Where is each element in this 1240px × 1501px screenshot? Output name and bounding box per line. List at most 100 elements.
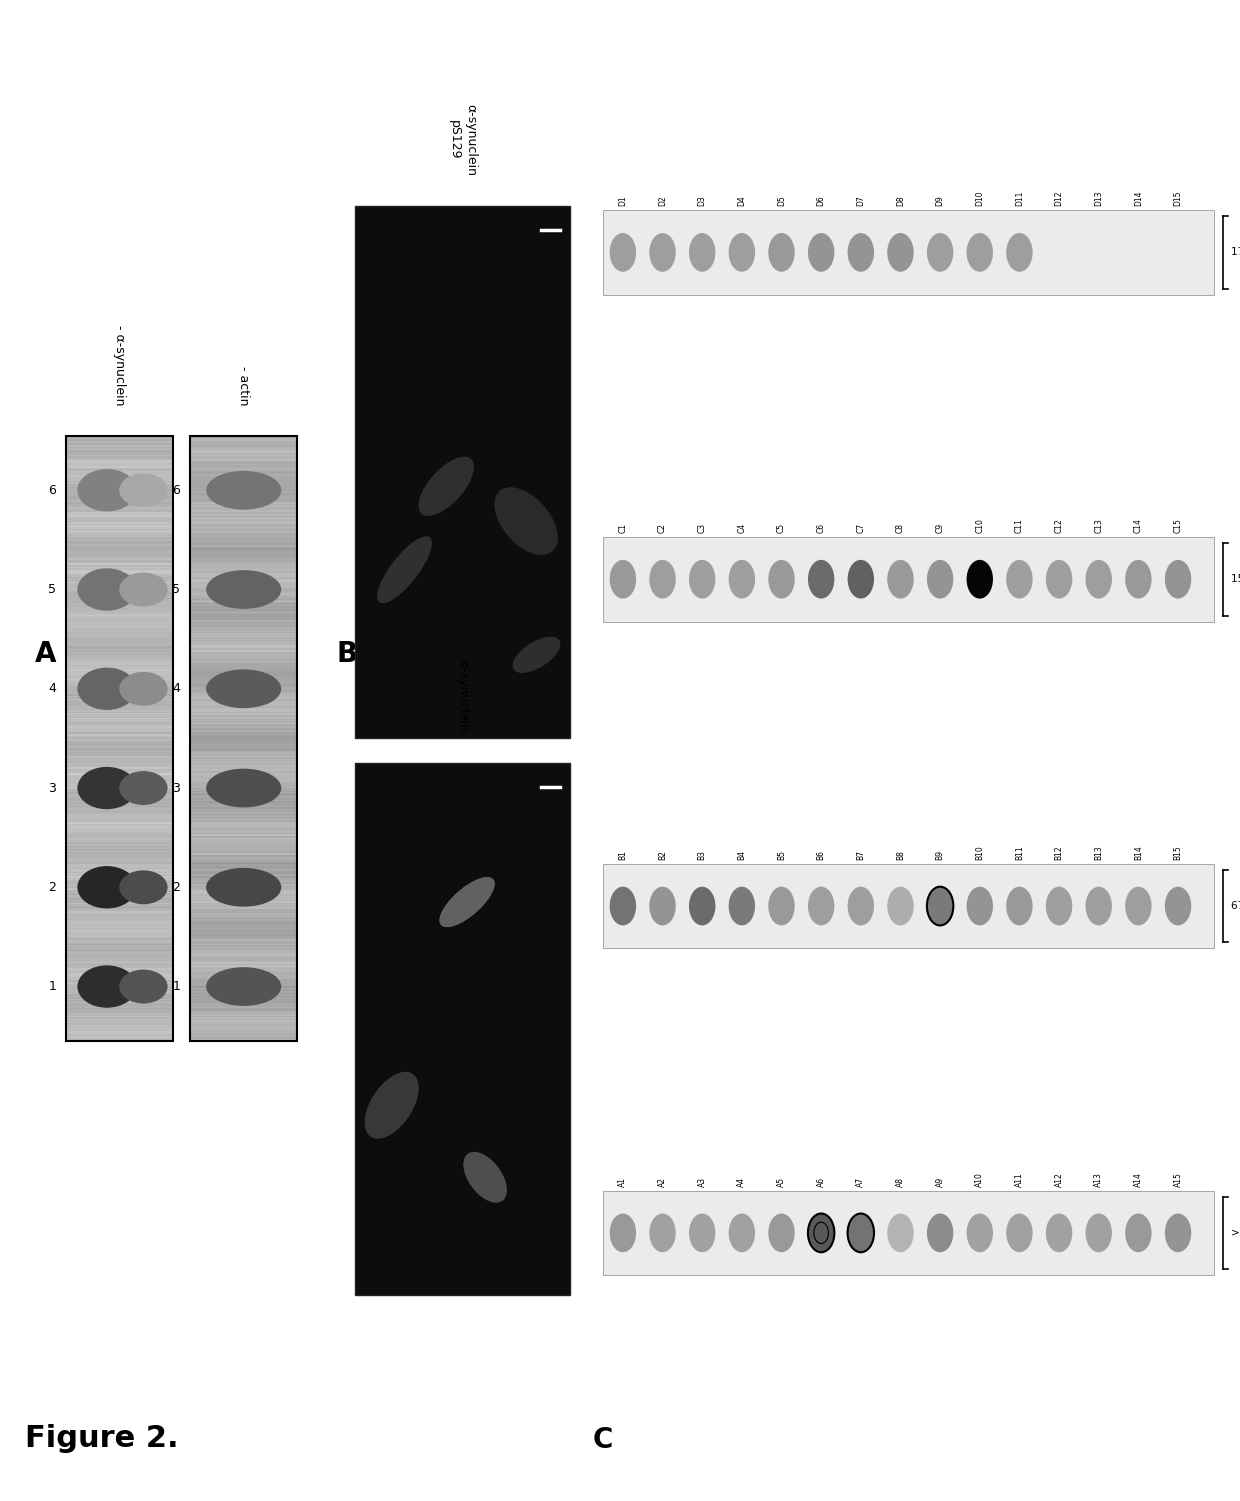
Ellipse shape [516,639,558,671]
Ellipse shape [440,878,494,926]
Ellipse shape [449,886,485,919]
Ellipse shape [420,459,472,513]
Ellipse shape [470,1159,501,1196]
Text: C5: C5 [777,522,786,533]
Ellipse shape [520,642,553,668]
Ellipse shape [498,492,553,549]
Bar [66,435,174,1042]
Ellipse shape [206,669,281,708]
Circle shape [966,560,993,599]
Circle shape [888,233,914,272]
Text: 158-17 kD: 158-17 kD [1231,575,1240,584]
Ellipse shape [498,492,553,551]
Circle shape [1006,233,1033,272]
Text: A9: A9 [936,1177,945,1187]
Text: C1: C1 [619,524,627,533]
Ellipse shape [379,539,429,600]
Text: B2: B2 [658,850,667,860]
Ellipse shape [428,467,465,506]
Ellipse shape [440,878,494,926]
Text: A8: A8 [897,1177,905,1187]
Ellipse shape [502,495,551,546]
Text: A11: A11 [1014,1172,1024,1187]
Ellipse shape [379,539,430,600]
Ellipse shape [119,970,167,1004]
Ellipse shape [496,489,556,552]
Ellipse shape [446,884,487,920]
Ellipse shape [382,542,428,597]
Ellipse shape [387,549,422,591]
Ellipse shape [444,881,491,923]
Ellipse shape [469,1157,502,1196]
Ellipse shape [373,1082,410,1127]
Text: B11: B11 [1014,845,1024,860]
Ellipse shape [471,1162,498,1193]
Ellipse shape [386,546,424,593]
Ellipse shape [381,540,428,599]
Text: B4: B4 [738,850,746,860]
Ellipse shape [367,1075,417,1136]
Ellipse shape [501,494,552,548]
Circle shape [1164,1213,1192,1252]
Text: C8: C8 [897,524,905,533]
Ellipse shape [515,639,558,671]
Ellipse shape [466,1156,503,1199]
Circle shape [729,887,755,926]
Circle shape [808,233,835,272]
Ellipse shape [429,467,464,506]
Ellipse shape [446,884,487,920]
Ellipse shape [445,883,490,922]
Text: D4: D4 [738,195,746,207]
Ellipse shape [450,887,484,917]
Ellipse shape [422,461,471,512]
Ellipse shape [77,866,136,908]
Circle shape [650,560,676,599]
Text: 670-158 kD: 670-158 kD [1231,901,1240,911]
Text: D3: D3 [698,195,707,207]
Ellipse shape [513,638,559,672]
Ellipse shape [427,465,465,507]
Ellipse shape [497,491,556,552]
Circle shape [610,560,636,599]
Ellipse shape [379,539,430,600]
Ellipse shape [521,642,552,666]
Text: D7: D7 [857,195,866,207]
Text: A7: A7 [857,1177,866,1187]
Ellipse shape [422,459,471,513]
Ellipse shape [428,467,465,506]
Ellipse shape [367,1075,417,1136]
Ellipse shape [77,569,136,611]
Ellipse shape [444,881,490,923]
Ellipse shape [425,464,467,509]
Circle shape [888,887,914,926]
Text: A: A [35,639,56,668]
Text: D15: D15 [1173,191,1183,207]
Ellipse shape [206,570,281,609]
Text: C14: C14 [1133,518,1143,533]
Ellipse shape [419,458,474,515]
Ellipse shape [383,543,425,596]
Circle shape [769,560,795,599]
Ellipse shape [441,880,492,925]
Ellipse shape [515,638,558,671]
Ellipse shape [119,672,167,705]
Circle shape [1045,1213,1073,1252]
Ellipse shape [439,877,495,928]
Ellipse shape [445,883,489,922]
Ellipse shape [388,549,422,590]
Ellipse shape [419,458,472,515]
Text: B6: B6 [817,850,826,860]
Ellipse shape [502,495,551,548]
Text: D13: D13 [1094,191,1104,207]
Text: 6: 6 [48,483,56,497]
Text: B14: B14 [1133,845,1143,860]
Ellipse shape [465,1154,505,1201]
Circle shape [689,887,715,926]
Ellipse shape [443,880,491,925]
Bar [355,206,570,738]
Ellipse shape [384,545,424,594]
Ellipse shape [428,467,464,506]
Ellipse shape [445,883,489,922]
Text: B3: B3 [698,850,707,860]
Text: B1: B1 [619,850,627,860]
